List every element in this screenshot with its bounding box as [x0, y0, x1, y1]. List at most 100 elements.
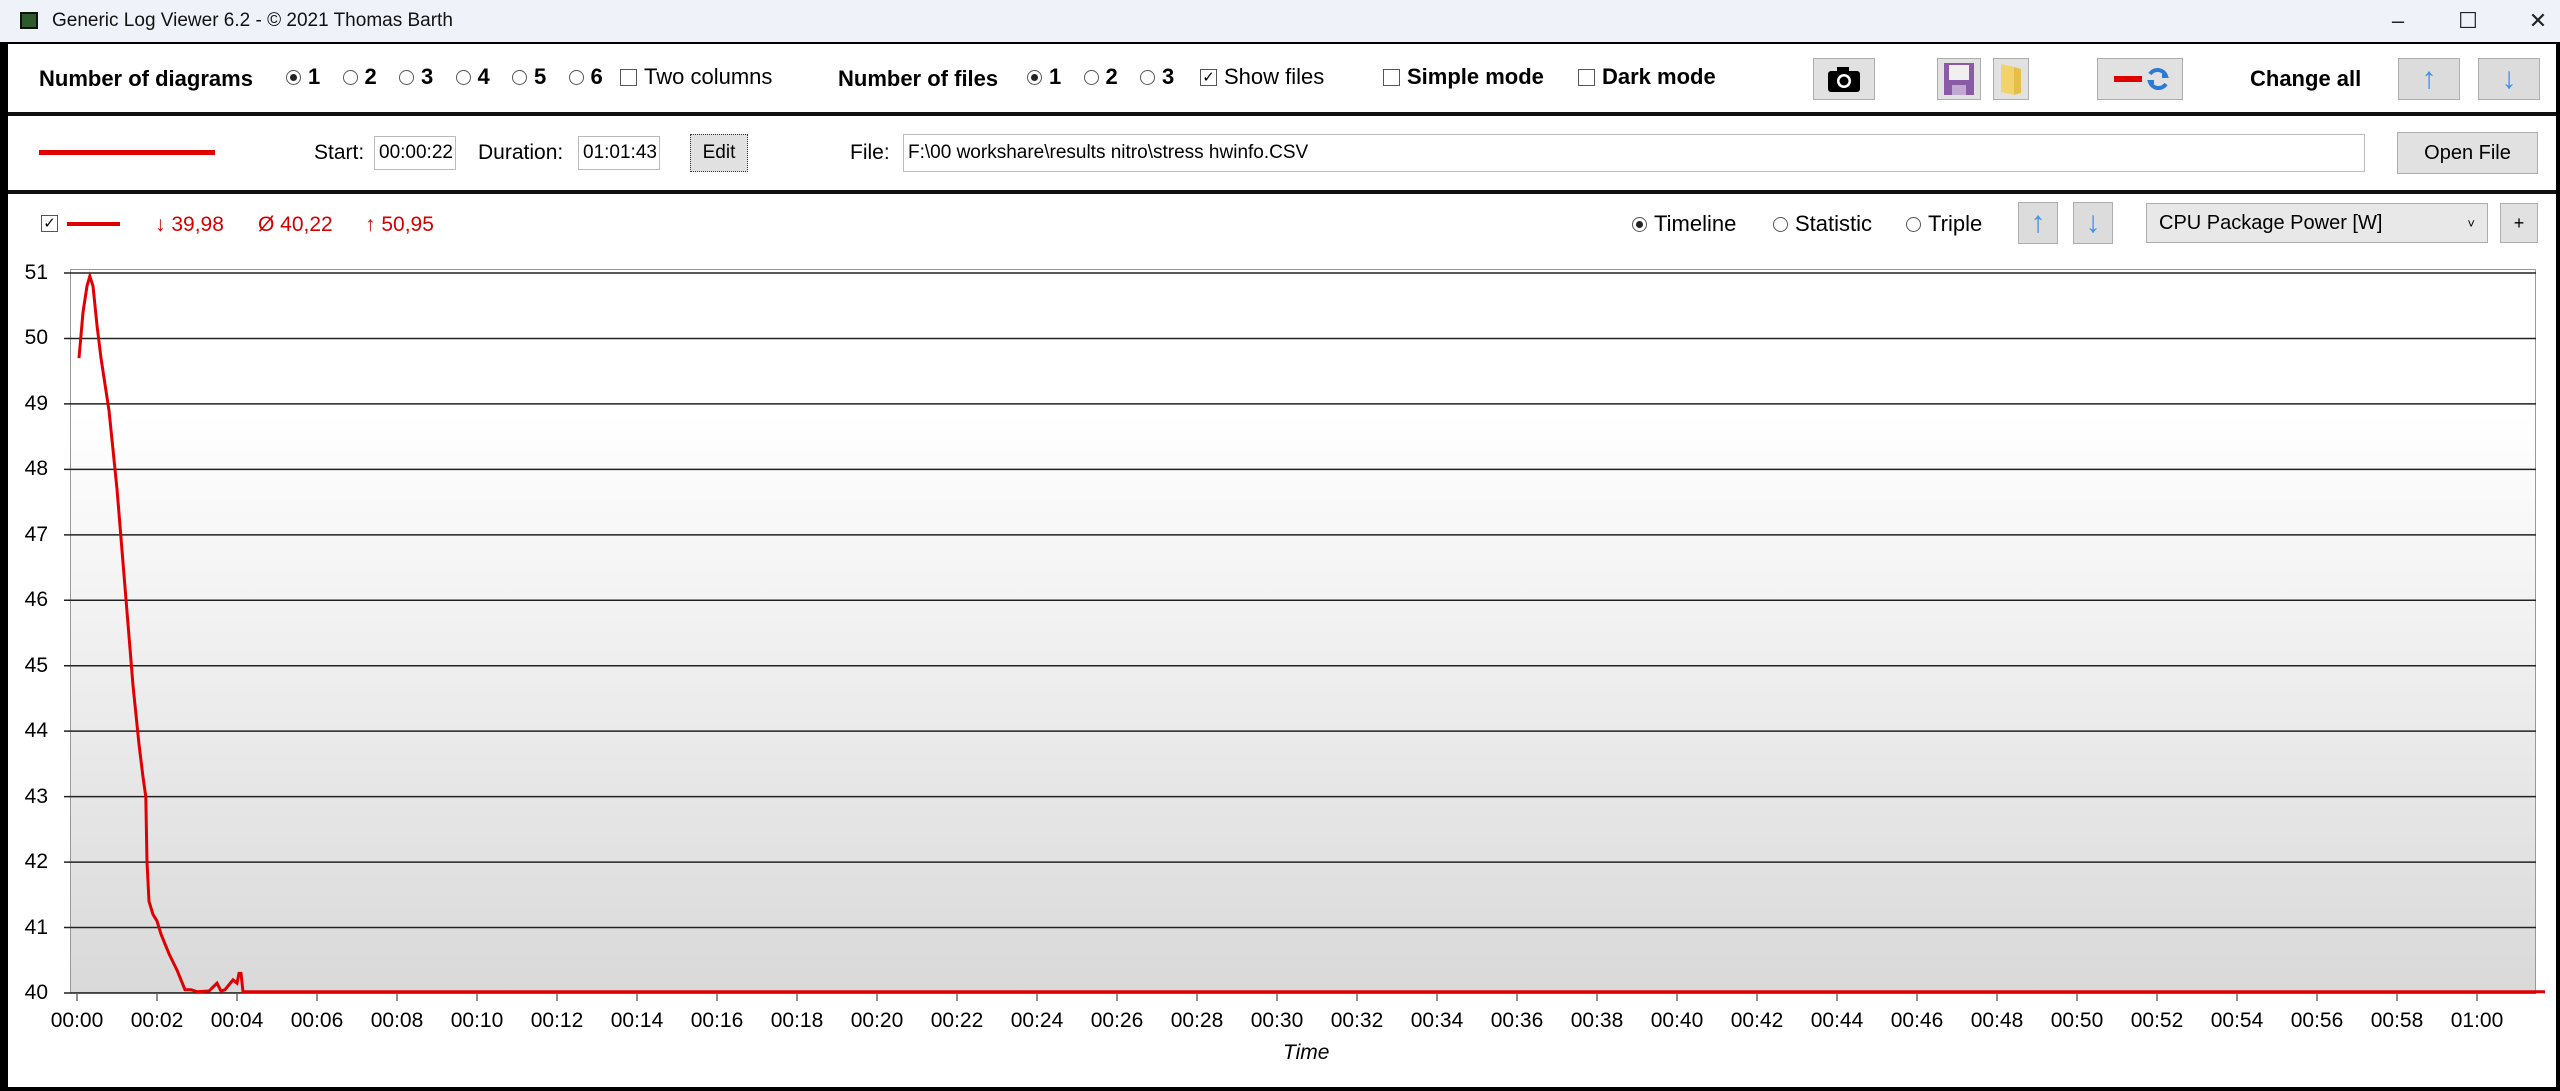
dark-mode-label: Dark mode [1602, 64, 1716, 89]
edit-button[interactable]: Edit [690, 134, 748, 172]
radio-dot[interactable] [455, 69, 471, 85]
avg-value: Ø 40,22 [258, 213, 333, 236]
x-tick-label: 00:26 [1090, 1009, 1144, 1032]
arrow-up-icon: ↑ [2421, 62, 2437, 95]
x-tick-label: 00:10 [450, 1009, 504, 1032]
radio-dot[interactable] [286, 69, 301, 85]
x-tick-label: 00:46 [1890, 1009, 1944, 1032]
min-value: ↓ 39,98 [155, 213, 224, 236]
two-columns-label: Two columns [644, 64, 773, 89]
y-tick-label: 43 [24, 784, 48, 808]
radio-dot[interactable] [1906, 216, 1921, 232]
diagrams-radio-5[interactable]: 5 [512, 64, 546, 90]
x-tick-label: 00:30 [1250, 1009, 1304, 1032]
checkbox-box[interactable] [1578, 68, 1595, 86]
start-input[interactable]: 00:00:22 [374, 136, 456, 170]
duration-input[interactable]: 01:01:43 [578, 136, 660, 170]
minimize-button[interactable]: – [2391, 8, 2405, 33]
radio-dot[interactable] [399, 69, 414, 85]
file-line-color-swatch[interactable] [39, 150, 215, 155]
arrow-down-icon: ↓ [2085, 206, 2101, 239]
diagrams-label: Number of diagrams [39, 66, 253, 91]
diagram-header: ✓ ↓ 39,98 Ø 40,22 ↑ 50,95 Timeline Stati… [8, 194, 2556, 244]
radio-dot[interactable] [1083, 69, 1099, 85]
close-button[interactable]: ✕ [2528, 8, 2548, 33]
diagrams-radio-1[interactable]: 1 [286, 64, 320, 90]
radio-dot[interactable] [1027, 69, 1042, 85]
y-tick-label: 50 [24, 326, 48, 350]
simple-mode-checkbox[interactable]: Simple mode [1383, 64, 1544, 90]
radio-dot[interactable] [1632, 216, 1647, 232]
mode-timeline-radio[interactable]: Timeline [1632, 211, 1736, 237]
x-tick-label: 00:44 [1810, 1009, 1864, 1032]
save-button[interactable] [1937, 58, 1981, 100]
move-all-up-button[interactable]: ↑ [2398, 58, 2460, 100]
x-tick-label: 00:34 [1410, 1009, 1464, 1032]
folder-icon [2001, 64, 2021, 95]
move-all-down-button[interactable]: ↓ [2478, 58, 2540, 100]
change-color-button[interactable] [2097, 58, 2183, 100]
x-tick-label: 00:08 [370, 1009, 424, 1032]
checkbox-box[interactable] [1383, 68, 1400, 86]
diagram-down-button[interactable]: ↓ [2073, 202, 2113, 244]
x-tick-label: 00:14 [610, 1009, 664, 1032]
sensor-select[interactable]: CPU Package Power [W] ˅ [2146, 203, 2488, 243]
series-color-swatch[interactable] [67, 222, 120, 226]
mode-triple-radio[interactable]: Triple [1906, 211, 1982, 237]
x-tick-label: 00:58 [2370, 1009, 2424, 1032]
mode-label: Timeline [1654, 211, 1737, 236]
radio-dot[interactable] [568, 69, 584, 85]
file-path-input[interactable]: F:\00 workshare\results nitro\stress hwi… [903, 134, 2365, 172]
checkbox-box[interactable] [620, 68, 637, 86]
maximize-button[interactable]: ☐ [2458, 8, 2478, 33]
x-tick-label: 00:18 [770, 1009, 824, 1032]
files-radio-2[interactable]: 2 [1083, 64, 1118, 90]
radio-label: 3 [1162, 64, 1175, 89]
x-tick-label: 00:54 [2210, 1009, 2264, 1032]
x-tick-label: 00:36 [1490, 1009, 1544, 1032]
diagrams-radio-3[interactable]: 3 [399, 64, 433, 90]
radio-dot[interactable] [512, 69, 527, 85]
separator [8, 190, 2556, 194]
y-tick-label: 44 [24, 719, 48, 743]
checkbox-box[interactable]: ✓ [1200, 68, 1217, 86]
radio-dot[interactable] [1773, 216, 1788, 232]
radio-dot[interactable] [1140, 69, 1155, 85]
two-columns-checkbox[interactable]: Two columns [620, 64, 772, 90]
add-diagram-button[interactable]: + [2500, 203, 2538, 243]
show-files-label: Show files [1224, 64, 1325, 89]
radio-dot[interactable] [342, 69, 358, 85]
y-tick-label: 48 [24, 457, 48, 481]
dark-mode-checkbox[interactable]: Dark mode [1578, 64, 1716, 90]
x-tick-label: 00:12 [530, 1009, 584, 1032]
x-axis-label: Time [1283, 1041, 1330, 1064]
max-value: ↑ 50,95 [365, 213, 434, 236]
y-tick-label: 47 [24, 522, 48, 546]
open-config-button[interactable] [1993, 58, 2029, 100]
series-line [77, 271, 2545, 994]
x-tick-label: 00:32 [1330, 1009, 1384, 1032]
x-tick-label: 00:20 [850, 1009, 904, 1032]
files-radio-3[interactable]: 3 [1140, 64, 1174, 90]
files-radio-1[interactable]: 1 [1027, 64, 1061, 90]
diagram-visible-checkbox[interactable]: ✓ [41, 215, 58, 232]
arrow-up-icon: ↑ [2030, 206, 2046, 239]
diagrams-radio-6[interactable]: 6 [568, 64, 603, 90]
y-tick-label: 41 [24, 915, 48, 939]
save-icon [1944, 63, 1974, 95]
mode-statistic-radio[interactable]: Statistic [1773, 211, 1872, 237]
screenshot-button[interactable] [1813, 58, 1875, 100]
mode-label: Triple [1928, 211, 1983, 236]
open-file-button[interactable]: Open File [2397, 132, 2538, 174]
show-files-checkbox[interactable]: ✓ Show files [1200, 64, 1324, 90]
camera-icon [1828, 67, 1860, 92]
radio-label: 1 [1049, 64, 1062, 89]
diagram-up-button[interactable]: ↑ [2018, 202, 2058, 244]
x-tick-label: 00:16 [690, 1009, 744, 1032]
diagrams-radio-4[interactable]: 4 [455, 64, 490, 90]
start-label: Start: [314, 141, 365, 164]
x-tick-label: 01:00 [2450, 1009, 2504, 1032]
diagrams-radio-2[interactable]: 2 [342, 64, 377, 90]
radio-label: 1 [308, 64, 321, 89]
